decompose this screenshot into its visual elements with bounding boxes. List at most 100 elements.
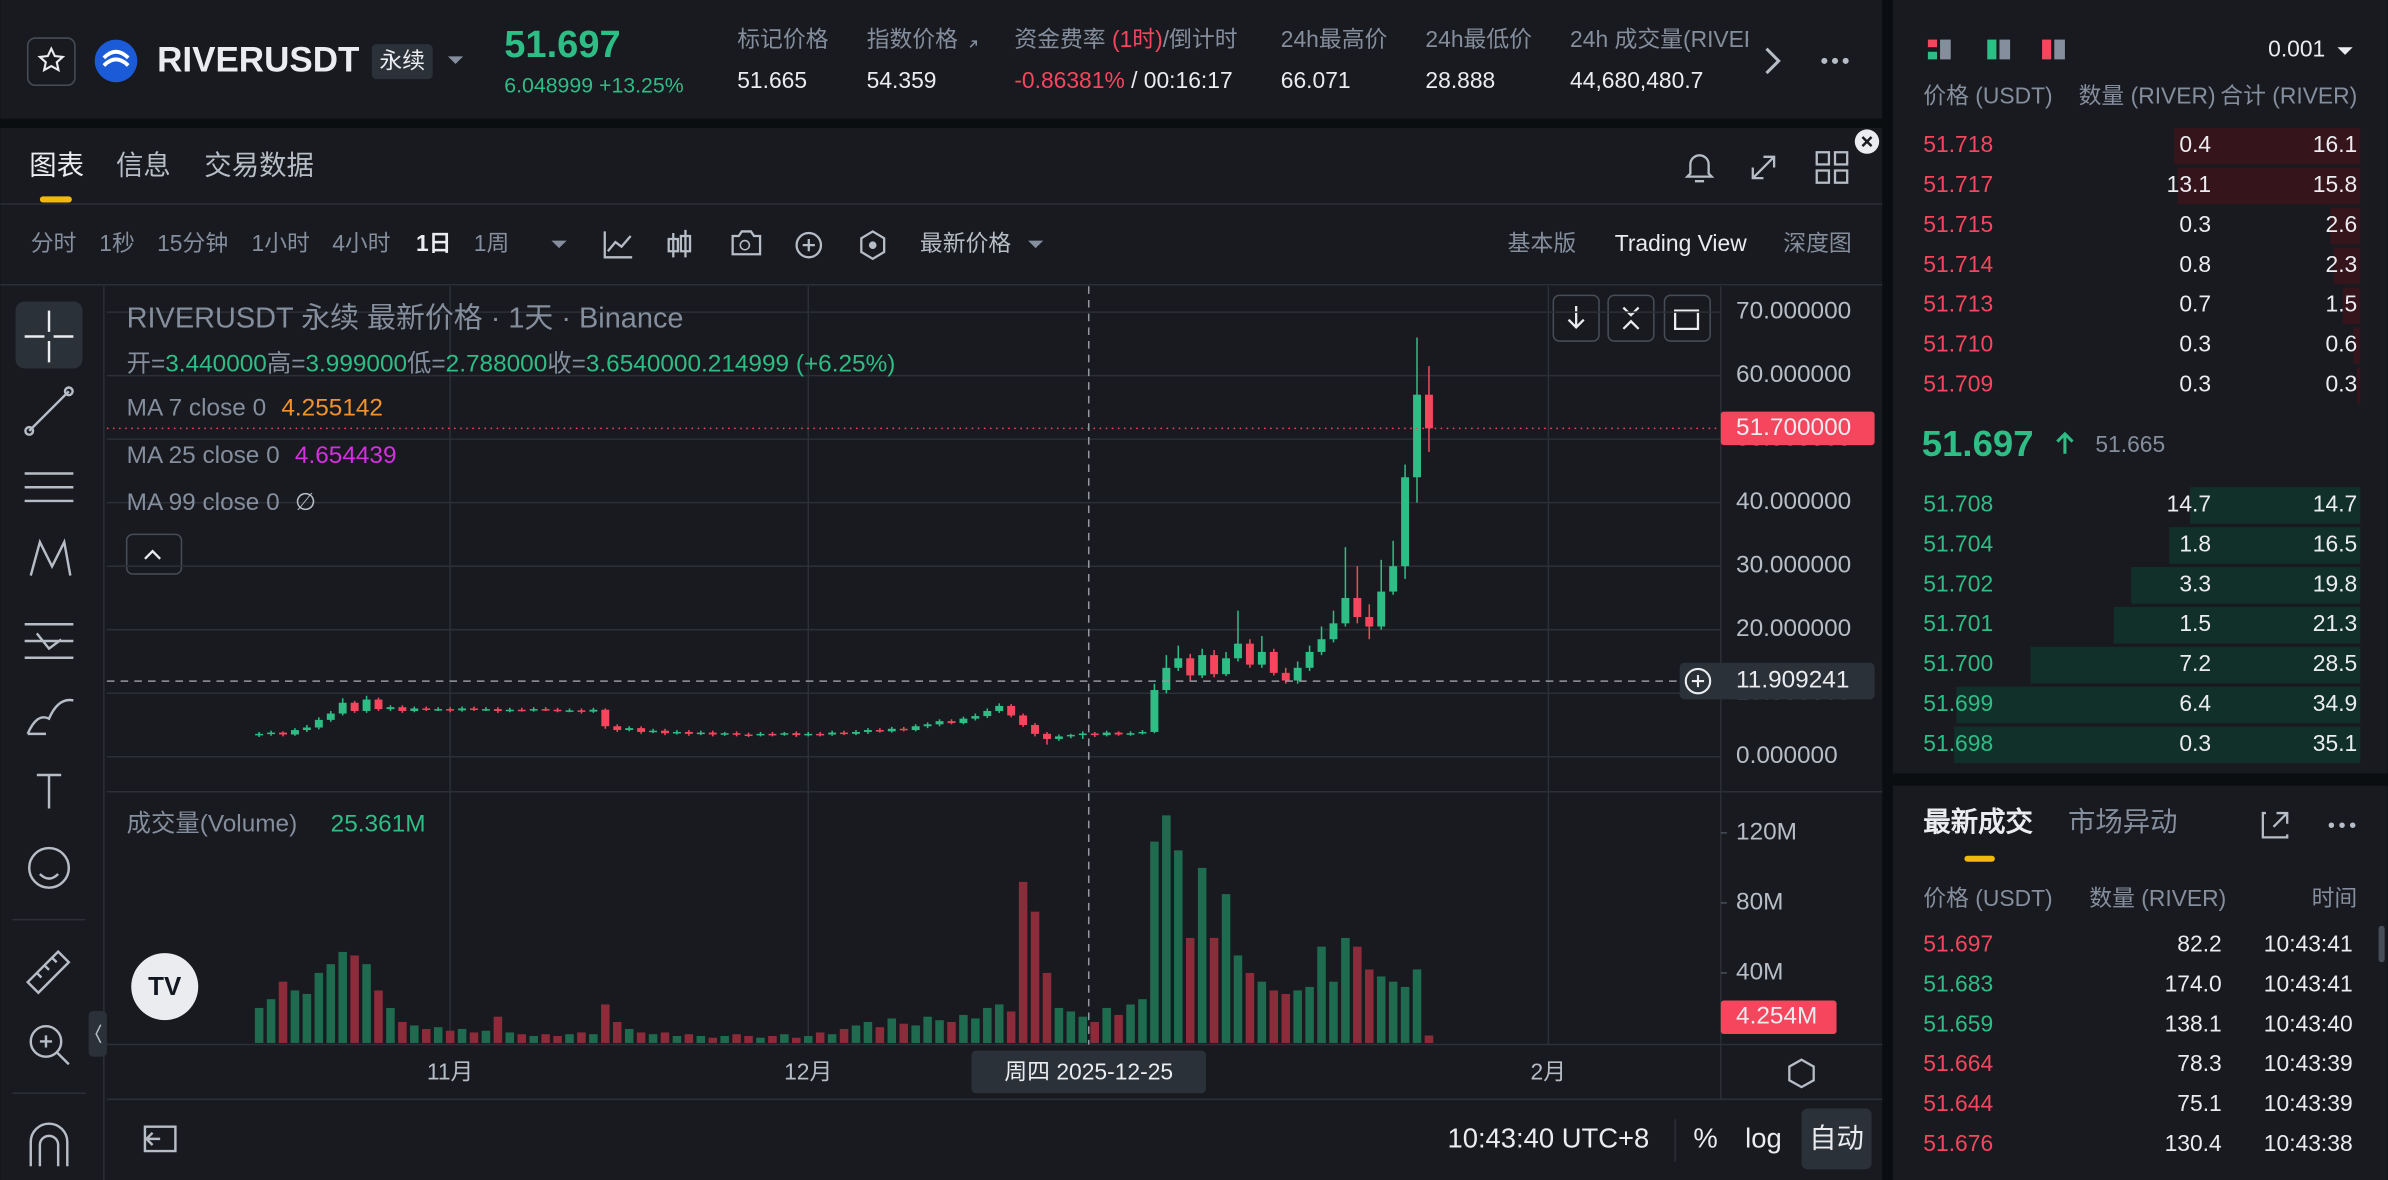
candle-body xyxy=(386,707,395,710)
price-change: 6.048999 +13.25% xyxy=(504,73,683,97)
fullscreen-icon[interactable] xyxy=(1751,155,1776,180)
volume-bar xyxy=(565,1034,574,1043)
chart-type-icon[interactable] xyxy=(667,229,692,258)
bid-qty: 1.8 xyxy=(2179,530,2211,556)
interval: 分时 xyxy=(31,230,77,256)
popout-icon[interactable] xyxy=(2261,811,2289,839)
bid-total: 19.8 xyxy=(2313,570,2357,596)
candle-body xyxy=(493,709,502,711)
volume-bar xyxy=(1066,1011,1076,1043)
icon-part xyxy=(1999,39,2011,60)
candle-body xyxy=(1114,732,1123,735)
symbol-dropdown[interactable] xyxy=(447,56,464,64)
stat-value: 51.665 xyxy=(737,67,807,93)
ask-price: 51.717 xyxy=(1923,171,1993,197)
candle-body xyxy=(1078,733,1087,736)
volume-bar xyxy=(1281,993,1290,1043)
ohlc-value: 3.654000 xyxy=(586,351,688,378)
last-volume-tag xyxy=(1720,1000,1837,1034)
candle-body xyxy=(959,718,968,724)
candle-body xyxy=(875,730,884,732)
alert-icon[interactable] xyxy=(1684,154,1715,183)
candle-body xyxy=(852,731,860,734)
more-menu[interactable] xyxy=(1821,57,1849,64)
snapshot-icon[interactable] xyxy=(731,230,762,256)
auto-scale-button[interactable] xyxy=(1801,1108,1872,1170)
bid-depth xyxy=(2113,606,2361,644)
indicator-icon[interactable] xyxy=(603,231,633,259)
candle-body xyxy=(350,702,359,711)
ask-depth xyxy=(2356,367,2361,404)
trade-price: 51.676 xyxy=(1923,1130,1993,1156)
stat-label: 24h 成交量(RIVER) xyxy=(1570,26,1768,52)
axis-settings[interactable] xyxy=(1788,1058,1815,1089)
interval: 1小时 xyxy=(252,230,310,256)
ma-legend: MA 99 close 0 ∅ xyxy=(127,489,316,516)
trades-tab: 市场异动 xyxy=(2068,806,2178,837)
volume-bar xyxy=(624,1028,634,1043)
trades-more[interactable] xyxy=(2328,822,2356,828)
stat-value: 66.071 xyxy=(1281,67,1351,93)
volume-bar xyxy=(1221,894,1231,1043)
last-price-label: 51.700000 xyxy=(1736,414,1851,441)
candle-body xyxy=(947,721,956,724)
volume-bar xyxy=(636,1032,646,1043)
pattern-icon xyxy=(29,538,72,576)
interval-dropdown[interactable] xyxy=(551,240,567,249)
last-volume-label: 4.254M xyxy=(1736,1003,1817,1030)
volume-bar xyxy=(362,964,371,1043)
candle-body xyxy=(434,709,443,711)
mid-arrow xyxy=(2056,431,2074,454)
add-icon[interactable] xyxy=(795,231,823,259)
bid-qty: 6.4 xyxy=(2179,690,2211,716)
ma-legend: MA 7 close 0 4.255142 xyxy=(127,395,383,422)
candle-body xyxy=(481,709,490,711)
volume-bar xyxy=(1162,815,1171,1043)
column-header: 合计 (RIVER) xyxy=(2220,82,2357,108)
column-header: 价格 (USDT) xyxy=(1923,82,2052,108)
ohlc-label: 收= xyxy=(547,351,586,378)
volume-bar xyxy=(1341,937,1350,1043)
candle-body xyxy=(792,733,801,736)
favorite-button[interactable] xyxy=(26,37,76,87)
ohlc-label: 开= xyxy=(127,351,166,378)
layout-icon[interactable] xyxy=(1815,151,1849,184)
settings-icon[interactable] xyxy=(860,230,886,261)
trade-price: 51.683 xyxy=(1923,970,1993,996)
volume-bar xyxy=(1042,972,1052,1043)
trade-qty: 82.2 xyxy=(2177,931,2221,957)
price-type-dropdown[interactable] xyxy=(1028,240,1044,249)
volume-bar xyxy=(266,999,276,1043)
volume-bar xyxy=(1054,1007,1064,1043)
volume-bar xyxy=(720,1035,729,1043)
bid-price: 51.708 xyxy=(1923,491,1993,517)
add-alert-plus xyxy=(1691,674,1705,688)
ask-total: 16.1 xyxy=(2313,131,2357,157)
volume-bar xyxy=(1365,969,1374,1043)
ma-legend: MA 25 close 0 4.654439 xyxy=(127,442,397,469)
scale-option: % xyxy=(1693,1123,1717,1154)
volume-bar xyxy=(1138,999,1147,1043)
volume-bar xyxy=(493,1016,503,1043)
mark-price: 51.665 xyxy=(2095,431,2165,457)
orderbook-layout-icons[interactable] xyxy=(1927,39,2065,60)
next-arrow[interactable] xyxy=(1765,47,1781,75)
precision-dropdown[interactable] xyxy=(2337,47,2353,55)
volume-bar xyxy=(481,1030,491,1043)
trade-qty: 78.3 xyxy=(2177,1050,2221,1076)
add-alert-button[interactable] xyxy=(1684,667,1712,695)
bid-depth xyxy=(2169,527,2361,564)
volume-bar xyxy=(851,1025,861,1043)
volume-bar xyxy=(386,1007,395,1043)
ask-price: 51.718 xyxy=(1923,131,1993,157)
candle-body xyxy=(1401,477,1410,567)
candle-body xyxy=(923,724,932,727)
stat-label-part: 资金费率 xyxy=(1014,26,1112,52)
crosshair-tool[interactable] xyxy=(15,301,83,369)
collapse-toolbar[interactable] xyxy=(88,1010,107,1057)
bid-price: 51.701 xyxy=(1923,610,1993,636)
candle-body xyxy=(935,721,944,725)
candle-body xyxy=(840,732,849,735)
ohlc-label: 低= xyxy=(407,351,446,378)
stat-label: 24h最低价 xyxy=(1425,26,1532,52)
